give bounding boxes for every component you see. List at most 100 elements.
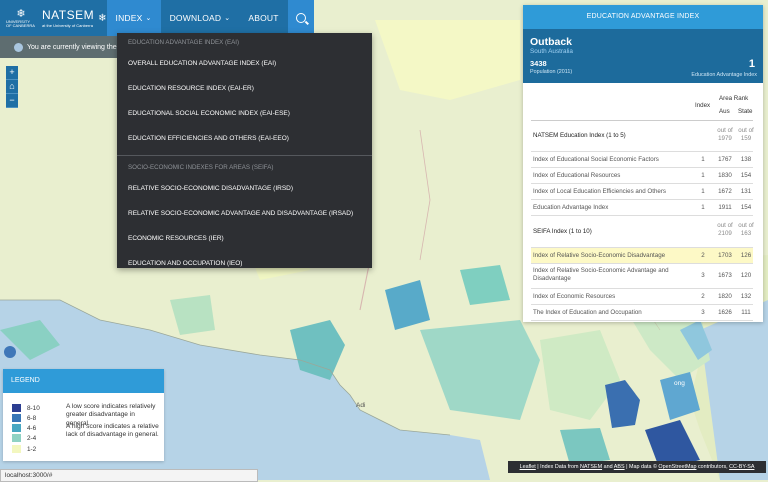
menu-item-ier[interactable]: ECONOMIC RESOURCES (IER) <box>128 235 224 242</box>
table-header: Index Area Rank Aus State <box>531 92 753 121</box>
abs-link[interactable]: ABS <box>613 464 625 470</box>
brand-title: NATSEM <box>42 8 95 22</box>
snowflake-icon: ❄ <box>16 8 26 20</box>
attribution-text: | Map data © <box>624 464 659 470</box>
row-index-value: 3 <box>701 272 705 279</box>
table-row: Education Advantage Index 1 1911 154 <box>531 200 753 216</box>
menu-item-eai-eeo[interactable]: EDUCATION EFFICIENCIES AND OTHERS (EAI-E… <box>128 135 289 142</box>
university-logo: ❄ UNIVERSITY OF CANBERRA <box>6 3 36 33</box>
home-icon[interactable]: ⌂ <box>6 80 18 94</box>
nav-index-menu[interactable]: INDEX ⌄ <box>106 0 161 36</box>
top-navbar: ❄ UNIVERSITY OF CANBERRA NATSEM at the U… <box>0 0 314 36</box>
table-row: The Index of Education and Occupation 3 16… <box>531 305 753 321</box>
index-info-panel: EDUCATION ADVANTAGE INDEX Outback South … <box>523 5 763 322</box>
legend-title: LEGEND <box>3 369 164 393</box>
legend-range-label: 2-4 <box>27 434 37 442</box>
row-index-value: 3 <box>701 308 705 316</box>
leaflet-link[interactable]: Leaflet <box>519 464 536 470</box>
nav-about-label: ABOUT <box>248 13 279 23</box>
attribution-text: | Index Data from <box>535 464 581 470</box>
row-state-rank: out of 159 <box>738 127 754 142</box>
nav-download-menu[interactable]: DOWNLOAD ⌄ <box>161 0 240 36</box>
menu-item-eai-er[interactable]: EDUCATION RESOURCE INDEX (EAI-ER) <box>128 85 254 92</box>
table-row: Index of Educational Social Economic Fac… <box>531 152 753 168</box>
legend-swatch <box>12 404 21 412</box>
row-state-rank: 131 <box>740 187 752 195</box>
row-index-value: 2 <box>701 292 705 300</box>
search-button[interactable] <box>287 0 314 36</box>
status-bar-url: localhost:3000/# <box>0 469 258 482</box>
map-legend: LEGEND 8-10 6-8 4-6 2-4 1-2 A low score … <box>3 369 164 461</box>
table-section-row: SEIFA Index (1 to 10) out of 2109 out of 1… <box>531 216 754 248</box>
license-link[interactable]: CC-BY-SA <box>729 464 755 470</box>
table-row: Index of Relative Socio-Economic Disadva… <box>531 248 753 264</box>
table-row: Index of Relative Socio-Economic Advanta… <box>531 264 753 289</box>
row-aus-rank: out of 1979 <box>717 127 733 142</box>
natsem-link[interactable]: NATSEM <box>580 464 603 470</box>
row-index-value: 2 <box>701 251 705 259</box>
legend-range-label: 6-8 <box>27 414 37 422</box>
column-index: Index <box>695 102 711 109</box>
row-state-rank: 138 <box>740 155 752 163</box>
chevron-down-icon: ⌄ <box>145 15 152 22</box>
row-label: Index of Relative Socio-Economic Advanta… <box>533 267 669 282</box>
legend-swatch <box>12 434 21 442</box>
legend-note-high: A high score indicates a relative lack o… <box>66 423 159 439</box>
column-aus: Aus <box>719 108 730 115</box>
map-label-adelaide: Adi <box>356 402 366 409</box>
row-state-rank: 154 <box>740 203 752 211</box>
row-state-rank: 154 <box>740 171 752 179</box>
region-summary: Outback South Australia 3438 Population … <box>523 29 763 83</box>
menu-item-irsd[interactable]: RELATIVE SOCIO-ECONOMIC DISADVANTAGE (IR… <box>128 185 294 192</box>
column-area-rank: Area Rank <box>719 95 749 102</box>
legend-range-label: 1-2 <box>27 445 37 453</box>
zoom-out-button[interactable]: − <box>6 94 18 108</box>
attribution-text: contributors, <box>696 464 730 470</box>
university-logo-text: UNIVERSITY OF CANBERRA <box>6 19 35 28</box>
legend-swatch <box>12 414 21 422</box>
zoom-in-button[interactable]: + <box>6 66 18 80</box>
map-attribution: Leaflet | Index Data from NATSEM and ABS… <box>508 461 766 473</box>
row-label: Index of Educational Social Economic Fac… <box>533 155 659 163</box>
legend-range-6-8: 6-8 <box>12 414 36 422</box>
education-advantage-value: 1 <box>748 58 755 70</box>
row-label: Index of Relative Socio-Economic Disadva… <box>533 251 666 259</box>
region-population: 3438 <box>530 59 547 68</box>
row-label: Index of Local Education Efficiencies an… <box>533 187 666 195</box>
index-table: Index Area Rank Aus State NATSEM Educati… <box>531 92 754 321</box>
legend-swatch <box>12 445 21 453</box>
row-label: SEIFA Index (1 to 10) <box>533 227 592 235</box>
table-body: NATSEM Education Index (1 to 5) out of 19… <box>531 121 754 321</box>
nav-about-link[interactable]: ABOUT <box>239 0 287 36</box>
snowflake-icon: ❄ <box>98 12 107 24</box>
menu-item-eai-ese[interactable]: EDUCATIONAL SOCIAL ECONOMIC INDEX (EAI-E… <box>128 110 290 117</box>
openstreetmap-link[interactable]: OpenStreetMap <box>658 464 697 470</box>
legend-note-low: A low score indicates relatively greater… <box>66 403 156 427</box>
menu-item-eai[interactable]: OVERALL EDUCATION ADVANTAGE INDEX (EAI) <box>128 60 277 67</box>
row-label: Index of Economic Resources <box>533 292 616 300</box>
table-row: Index of Economic Resources 2 1820 132 <box>531 289 753 305</box>
menu-item-irsad[interactable]: RELATIVE SOCIO-ECONOMIC ADVANTAGE AND DI… <box>128 210 354 217</box>
legend-range-2-4: 2-4 <box>12 434 36 442</box>
legend-range-4-6: 4-6 <box>12 424 36 432</box>
main-nav: INDEX ⌄ DOWNLOAD ⌄ ABOUT <box>106 0 314 36</box>
region-name: Outback <box>530 36 573 48</box>
row-aus-rank: 1672 <box>718 187 732 195</box>
region-state: South Australia <box>530 48 573 55</box>
menu-item-ieo[interactable]: EDUCATION AND OCCUPATION (IEO) <box>128 260 243 267</box>
row-aus-rank: 1626 <box>718 308 732 316</box>
brand[interactable]: ❄ UNIVERSITY OF CANBERRA NATSEM at the U… <box>0 0 107 36</box>
row-aus-rank: 1911 <box>718 203 732 211</box>
row-label: Index of Educational Resources <box>533 171 621 179</box>
table-section-row: NATSEM Education Index (1 to 5) out of 19… <box>531 121 754 152</box>
nav-download-label: DOWNLOAD <box>169 13 222 23</box>
row-state-rank: out of 163 <box>738 222 754 237</box>
dropdown-header-seifa: SOCIO-ECONOMIC INDEXES FOR AREAS (SEIFA) <box>128 164 274 171</box>
natsem-logo: NATSEM at the University of Canberra ❄ <box>42 8 107 28</box>
chevron-down-icon: ⌄ <box>224 15 231 22</box>
population-label: Population (2011) <box>530 69 573 75</box>
row-aus-rank: 1830 <box>718 171 732 179</box>
row-label: NATSEM Education Index (1 to 5) <box>533 132 626 139</box>
legend-range-1-2: 1-2 <box>12 445 36 453</box>
legend-range-label: 8-10 <box>27 404 40 412</box>
